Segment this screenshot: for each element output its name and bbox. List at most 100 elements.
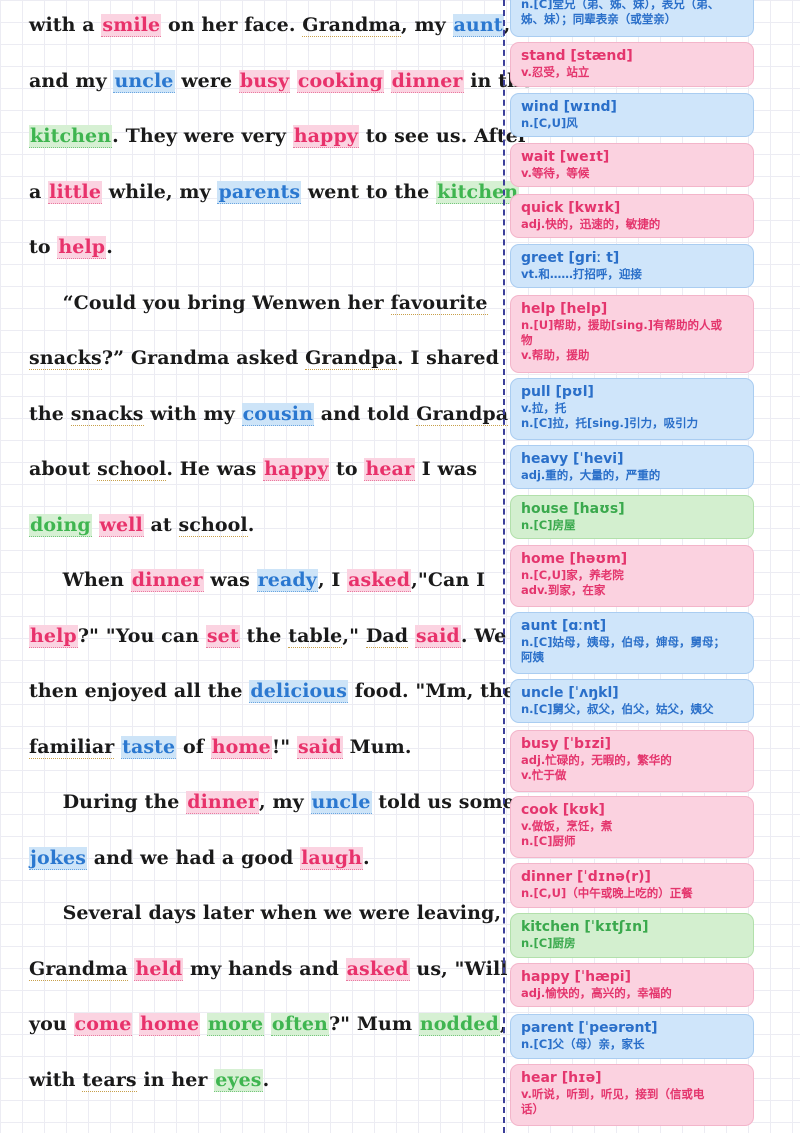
vocab-definition: adj.重的，大量的，严重的 [521,468,661,482]
vocab-headword: help [help] [521,301,608,317]
passage-text: went to the [301,180,437,203]
vocab-definition: adj.忙碌的，无暇的，繁华的 v.忙于做 [521,753,672,782]
passage-text: , [503,14,511,36]
vocab-card: help [help] n.[U]帮助，援助[sing.]有帮助的人或 物 v.帮… [510,295,754,373]
vocab-headword: house [haʊs] [521,501,625,517]
vocab-headword: kitchen [ˈkɪtʃɪn] [521,919,649,935]
vocab-headword: busy [ˈbɪzi] [521,736,612,752]
vocab-word: asked [347,569,412,592]
passage-text: told us some [371,791,515,813]
passage-text: !" [271,735,297,758]
vocab-definition: n.[U]帮助，援助[sing.]有帮助的人或 物 v.帮助，援助 [521,318,722,362]
vocab-definition: vt.和……打招呼，迎接 [521,267,642,281]
passage-text: with my [143,402,242,425]
passage-text [384,70,391,92]
vocab-definition: v.做饭，烹饪，煮 n.[C]厨师 [521,819,613,848]
passage-line: and my uncle were busy cooking dinner in… [29,69,533,93]
vocab-definition: v.听说，听到，听见，接到（信或电 话） [521,1087,705,1116]
vocab-definition: adj.快的，迅速的，敏捷的 [521,217,661,231]
vocab-word: dinner [186,791,260,814]
vocab-headword: hear [hɪə] [521,1070,602,1086]
vocab-headword: pull [pʊl] [521,384,594,400]
vocab-word: kitchen [436,180,520,204]
vocab-headword: dinner [ˈdɪnə(r)] [521,869,651,885]
passage-text: the [239,624,289,647]
vocab-card: n.[C]堂兄（弟、姊、妹），表兄（弟、 姊、妹）；同辈表亲（或堂亲） [510,0,754,37]
vocab-definition: n.[C,U]家，养老院 adv.到家，在家 [521,568,624,597]
passage-text: , my [401,14,453,36]
passage-text [264,1013,271,1035]
passage-text: the [29,402,71,425]
vocab-card: pull [pʊl] v.拉，托 n.[C]拉，托[sing.]引力，吸引力 [510,378,754,440]
vocab-definition: n.[C]姑母，姨母，伯母，婶母，舅母； 阿姨 [521,635,726,664]
vocab-word: well [98,513,144,537]
vocab-headword: aunt [ɑːnt] [521,618,607,634]
passage-line: help?" "You can set the table," Dad said… [29,624,507,648]
vocab-card: heavy [ˈhevi] adj.重的，大量的，严重的 [510,445,754,489]
passage-text: were [174,69,239,92]
passage-text: “Could you bring Wenwen her [29,291,391,314]
passage-text: Several days later when we were leaving, [29,902,502,924]
vocab-word: held [134,957,184,981]
vocab-word: often [270,1013,329,1036]
passage-line: Several days later when we were leaving, [29,902,501,924]
underlined-word: snacks [29,347,102,370]
underlined-word: Grandma [302,14,402,37]
vocab-definition: n.[C,U]（中午或晚上吃的）正餐 [521,886,693,900]
vocab-word: said [296,735,343,759]
vocab-word: little [48,180,103,204]
vocab-word: kitchen [29,125,113,148]
passage-line: doing well at school. [29,513,255,537]
passage-text: ,"Can I [411,569,486,591]
vocab-card: dinner [ˈdɪnə(r)] n.[C,U]（中午或晚上吃的）正餐 [510,863,754,908]
vocab-headword: greet [griː t] [521,250,620,266]
passage-text [290,70,297,92]
vocab-word: happy [292,125,359,148]
passage-line: to help. [29,236,113,259]
vocab-headword: quick [kwɪk] [521,200,621,216]
passage-text: at [143,513,179,536]
passage-text: us, "Will [409,957,508,980]
passage-text: about [29,458,98,480]
passage-line: jokes and we had a good laugh. [29,846,370,870]
vocab-headword: wind [wɪnd] [521,99,617,115]
vocab-card: stand [stænd] v.忍受，站立 [510,42,754,87]
passage-text [200,1013,207,1035]
passage-text: and we had a good [87,846,301,869]
vocab-word: asked [345,957,410,981]
passage-text: ," [342,624,366,647]
vocab-definition: n.[C]厨房 [521,936,576,950]
vocab-definition: v.等待，等候 [521,166,590,180]
passage-text: then enjoyed all the [29,680,250,702]
vocab-word: home [139,1013,201,1036]
vocab-word: hear [364,458,416,481]
underlined-word: snacks [70,402,144,426]
passage-line: with a smile on her face. Grandma, my au… [29,14,511,37]
passage-line: snacks?” Grandma asked Grandpa. I shared [29,347,499,370]
passage-text: . We [460,624,507,647]
vocab-word: come [73,1013,133,1036]
vocab-headword: cook [kʊk] [521,802,605,818]
passage-line: about school. He was happy to hear I was [29,458,477,481]
vocab-word: cousin [241,402,315,426]
passage-line: familiar taste of home!" said Mum. [29,735,412,759]
vocab-card: busy [ˈbɪzi] adj.忙碌的，无暇的，繁华的 v.忙于做 [510,730,754,792]
underlined-word: table [288,624,343,648]
passage-text: , I [317,569,348,591]
vocab-word: eyes [214,1068,263,1092]
vocab-definition: v.忍受，站立 [521,65,590,79]
vocab-word: more [206,1013,265,1036]
underlined-word: Grandpa [416,402,509,426]
vocab-word: doing [29,513,92,537]
vocab-word: uncle [113,69,175,93]
vocab-word: delicious [249,680,349,703]
vocab-card: home [həʊm] n.[C,U]家，养老院 adv.到家，在家 [510,545,754,607]
passage-text: was [203,569,257,591]
vocab-word: nodded [418,1013,500,1036]
passage-text: . [247,513,255,536]
passage-line: then enjoyed all the delicious food. "Mm… [29,680,515,703]
vocab-card: parent [ˈpeərənt] n.[C]父（母）亲，家长 [510,1014,754,1059]
vocab-headword: parent [ˈpeərənt] [521,1020,658,1036]
vocab-headword: happy [ˈhæpi] [521,969,631,985]
underlined-word: familiar [29,735,115,759]
